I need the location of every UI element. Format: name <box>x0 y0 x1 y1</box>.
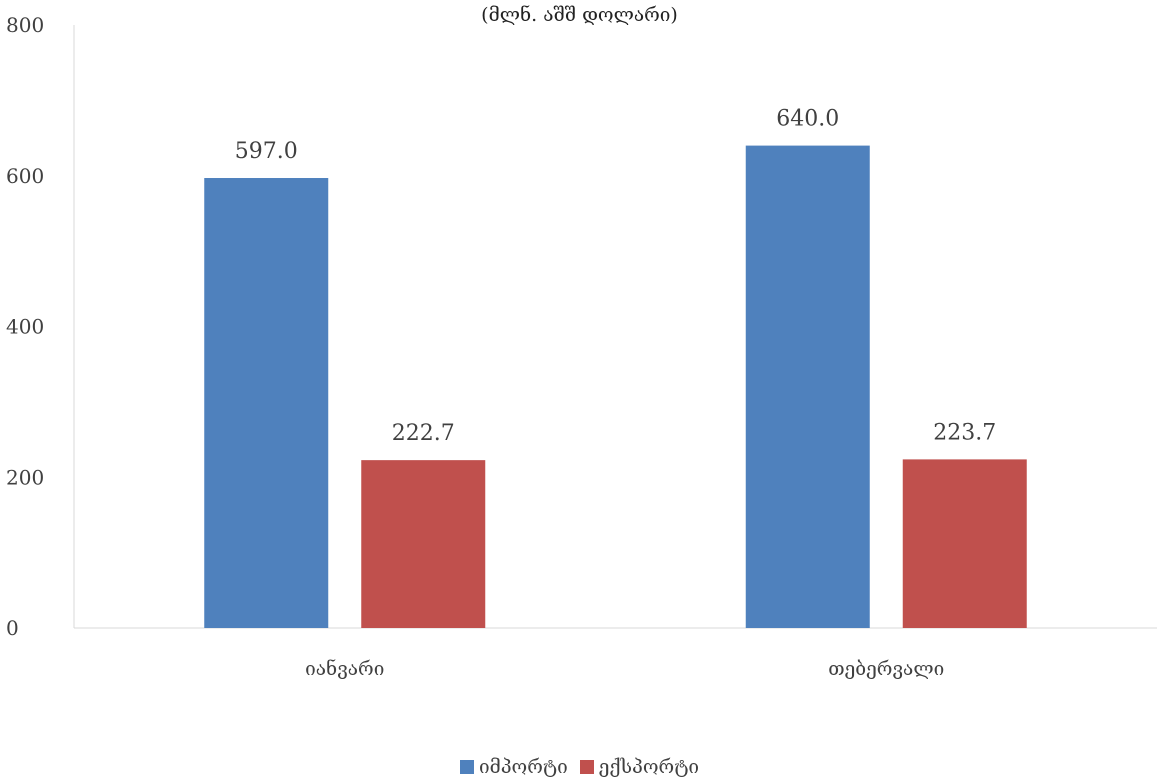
y-tick-label: 0 <box>6 616 19 640</box>
bar-imports <box>204 178 329 629</box>
data-label: 597.0 <box>235 139 298 164</box>
bar-exports <box>902 459 1027 628</box>
legend-item-exports: ექსპორტი <box>579 756 700 778</box>
legend-label-exports: ექსპორტი <box>598 756 700 778</box>
legend-label-imports: იმპორტი <box>478 756 568 778</box>
bar-exports <box>361 460 486 628</box>
chart-subtitle: (მლნ. აშშ დოლარი) <box>481 4 678 26</box>
data-label: 222.7 <box>392 421 455 446</box>
legend: იმპორტი ექსპორტი <box>0 756 1159 778</box>
bar-imports <box>745 145 870 628</box>
x-tick-label: იანვარი <box>305 658 384 680</box>
y-tick-label: 600 <box>6 164 44 188</box>
legend-swatch-exports <box>579 760 594 774</box>
legend-swatch-imports <box>459 760 474 774</box>
x-tick-label: თებერვალი <box>828 658 944 680</box>
data-label: 640.0 <box>776 107 839 132</box>
y-tick-label: 400 <box>6 315 44 339</box>
data-label: 223.7 <box>933 420 996 445</box>
legend-item-imports: იმპორტი <box>459 756 568 778</box>
y-tick-label: 800 <box>6 13 44 37</box>
y-tick-label: 200 <box>6 465 44 489</box>
